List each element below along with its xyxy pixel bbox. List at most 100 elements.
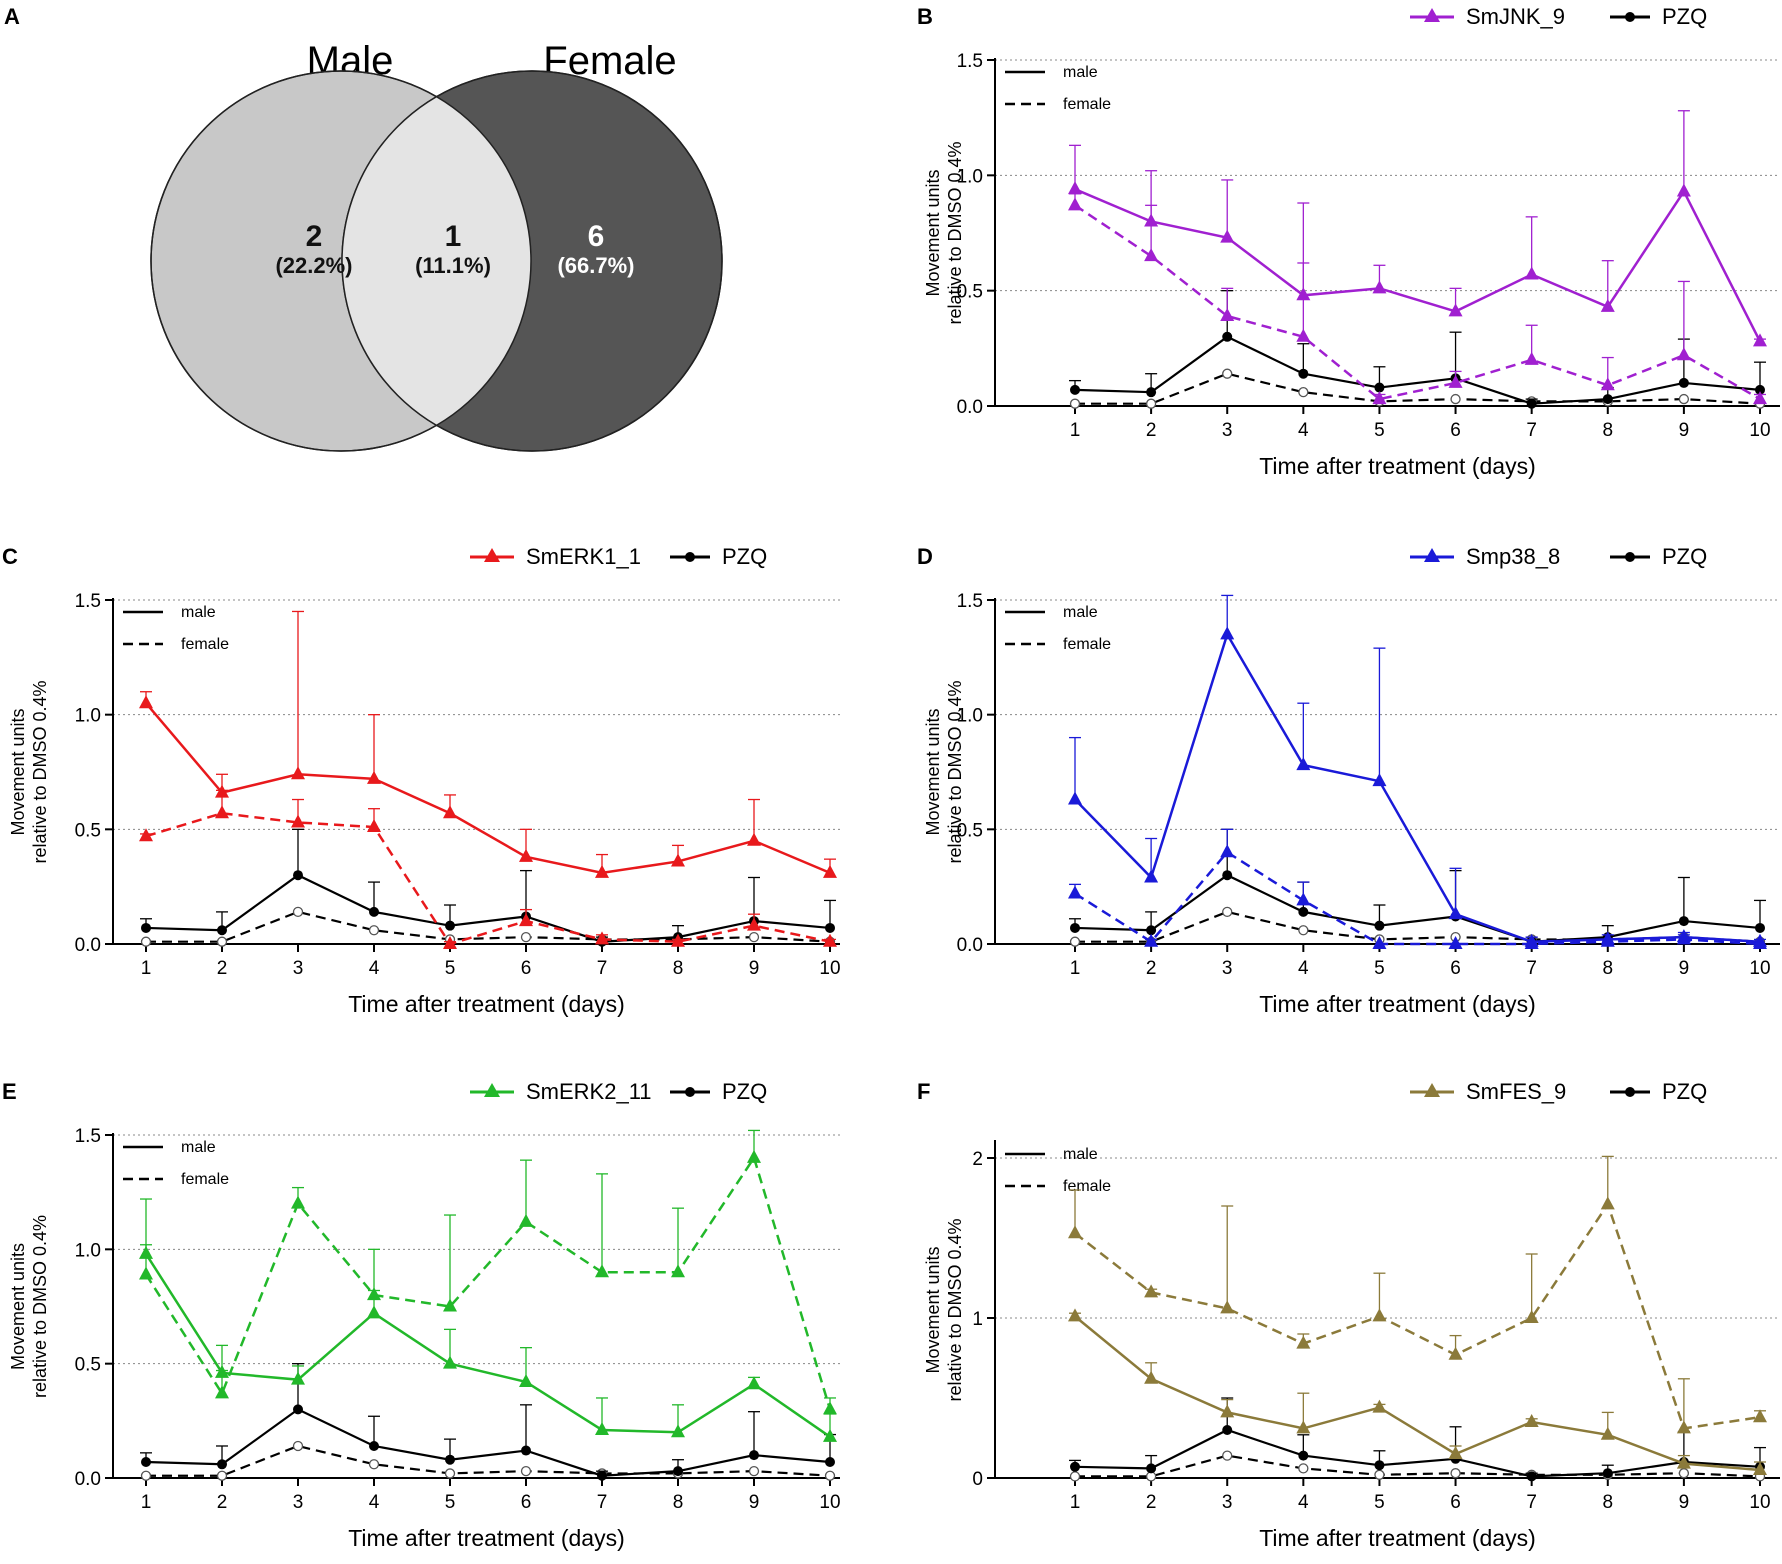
data-point	[1144, 933, 1159, 947]
panel-letter: C	[2, 544, 18, 569]
data-point	[747, 832, 761, 846]
series-pzq-male	[140, 1363, 836, 1481]
x-tick-label: 3	[293, 1492, 304, 1513]
x-tick-label: 3	[293, 958, 304, 979]
x-tick-label: 9	[1679, 1492, 1690, 1513]
data-point	[1676, 929, 1691, 943]
legend-drug-label: SmJNK_9	[1466, 4, 1565, 29]
x-tick-label: 9	[1679, 958, 1690, 979]
data-point	[140, 1470, 152, 1481]
x-tick-label: 6	[1450, 1492, 1461, 1513]
x-tick-label: 6	[521, 1492, 532, 1513]
legend-drug-label: Smp38_8	[1466, 544, 1560, 569]
x-tick-label: 2	[217, 1492, 228, 1513]
legend-pzq-marker	[685, 552, 695, 562]
data-point	[1524, 1310, 1539, 1323]
data-point	[1600, 1196, 1615, 1210]
data-point	[749, 1450, 759, 1461]
data-point	[1753, 1409, 1767, 1423]
data-point	[1146, 387, 1157, 398]
data-point	[1069, 936, 1081, 947]
x-axis-title: Time after treatment (days)	[1259, 1525, 1536, 1551]
x-tick-label: 4	[369, 958, 380, 979]
data-point	[139, 828, 153, 842]
series-line	[1074, 631, 1761, 943]
x-tick-label: 8	[1602, 420, 1613, 441]
data-point	[1298, 1450, 1309, 1461]
data-point	[215, 805, 229, 819]
x-tick-label: 10	[819, 1492, 840, 1513]
legend-female-label: female	[1063, 96, 1111, 113]
data-point	[747, 917, 761, 931]
data-point	[671, 933, 685, 947]
data-point	[1296, 287, 1311, 301]
legend-drug-marker	[484, 548, 500, 562]
data-point	[1068, 1308, 1082, 1322]
y-tick-label: 1.0	[957, 706, 983, 727]
data-point	[1524, 351, 1539, 365]
legend-pzq-label: PZQ	[1662, 1079, 1707, 1104]
data-point	[1374, 1460, 1385, 1471]
data-point	[1678, 916, 1689, 927]
legend-pzq-marker	[685, 1087, 695, 1097]
data-point	[1222, 1425, 1233, 1435]
data-point	[519, 1373, 533, 1387]
data-point	[1296, 1335, 1311, 1349]
x-tick-label: 1	[141, 958, 152, 979]
series-line	[1075, 372, 1761, 405]
panel-letter: E	[2, 1079, 17, 1104]
data-point	[1296, 328, 1311, 342]
y-tick-label: 1.5	[957, 591, 983, 612]
data-point	[1755, 384, 1765, 395]
series-line	[145, 1408, 831, 1477]
y-axis-title: relative to DMSO 0.4%	[945, 680, 965, 863]
x-tick-label: 8	[673, 1492, 684, 1513]
series-smfes_9-female	[1068, 1155, 1767, 1434]
data-point	[1298, 387, 1309, 398]
series-smfes_9-male	[1068, 1308, 1767, 1475]
data-point	[293, 1404, 303, 1415]
legend-pzq-label: PZQ	[1662, 544, 1707, 569]
panel-letter: F	[917, 1079, 930, 1104]
data-point	[367, 1305, 381, 1319]
data-point	[291, 1195, 305, 1209]
data-point	[368, 925, 380, 936]
x-tick-label: 9	[749, 1492, 760, 1513]
data-point	[217, 1459, 227, 1470]
series-line	[145, 812, 831, 946]
x-tick-label: 5	[1374, 1492, 1385, 1513]
y-tick-label: 0.5	[75, 820, 101, 841]
y-tick-label: 1.0	[957, 166, 983, 187]
data-point	[520, 931, 532, 943]
y-axis-title: relative to DMSO 0.4%	[30, 680, 50, 863]
data-point	[1298, 368, 1309, 379]
x-tick-label: 4	[1298, 958, 1309, 979]
male-only-percent: (22.2%)	[275, 253, 352, 278]
y-tick-label: 1.0	[75, 706, 101, 727]
data-point	[1676, 1420, 1691, 1434]
data-point	[824, 1470, 836, 1481]
x-tick-label: 4	[369, 1492, 380, 1513]
series-line	[144, 1154, 832, 1410]
x-tick-label: 1	[1070, 420, 1081, 441]
data-point	[216, 936, 228, 947]
y-tick-label: 0.0	[957, 935, 983, 956]
overlap-count: 1	[445, 220, 462, 253]
data-point	[823, 1401, 837, 1415]
y-axis-title: Movement units	[923, 708, 943, 835]
data-point	[671, 853, 685, 867]
data-point	[595, 931, 609, 945]
data-point	[1222, 870, 1233, 881]
series-smerk2_11-male	[139, 1198, 837, 1442]
y-tick-label: 1.5	[957, 51, 983, 72]
legend-male-label: male	[1063, 604, 1098, 621]
data-point	[1069, 398, 1081, 409]
data-point	[1070, 922, 1080, 933]
data-point	[1753, 933, 1767, 947]
data-point	[1753, 391, 1767, 405]
x-tick-label: 7	[1526, 958, 1537, 979]
data-point	[445, 920, 455, 931]
x-tick-label: 9	[1679, 420, 1690, 441]
data-point	[823, 864, 837, 878]
data-point	[671, 1264, 685, 1278]
